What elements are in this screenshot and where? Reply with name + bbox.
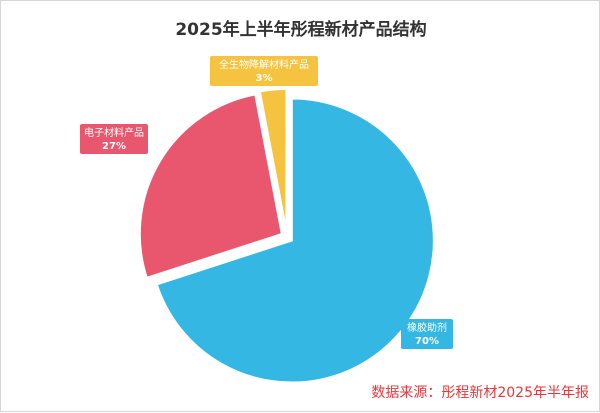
source-note: 数据来源：彤程新材2025年半年报: [371, 385, 589, 401]
slice-label-name: 橡胶助剂: [407, 321, 447, 334]
slice-label-box: [210, 56, 318, 86]
chart-title: 2025年上半年彤程新材产品结构: [175, 20, 427, 40]
slice-label-value: 27%: [102, 141, 126, 152]
pie-slice: [258, 88, 288, 232]
slice-label: 全生物降解材料产品 3%: [210, 56, 318, 86]
slice-label-box: [401, 319, 453, 349]
slice-label: 橡胶助剂 70%: [401, 319, 453, 349]
slice-label-box: [80, 124, 148, 154]
slice-label-value: 70%: [415, 336, 439, 347]
pie-slice: [138, 93, 283, 280]
slice-label: 电子材料产品 27%: [80, 124, 148, 154]
slice-label-name: 全生物降解材料产品: [219, 58, 309, 71]
slice-label-value: 3%: [256, 73, 273, 84]
slice-label-name: 电子材料产品: [84, 126, 144, 139]
